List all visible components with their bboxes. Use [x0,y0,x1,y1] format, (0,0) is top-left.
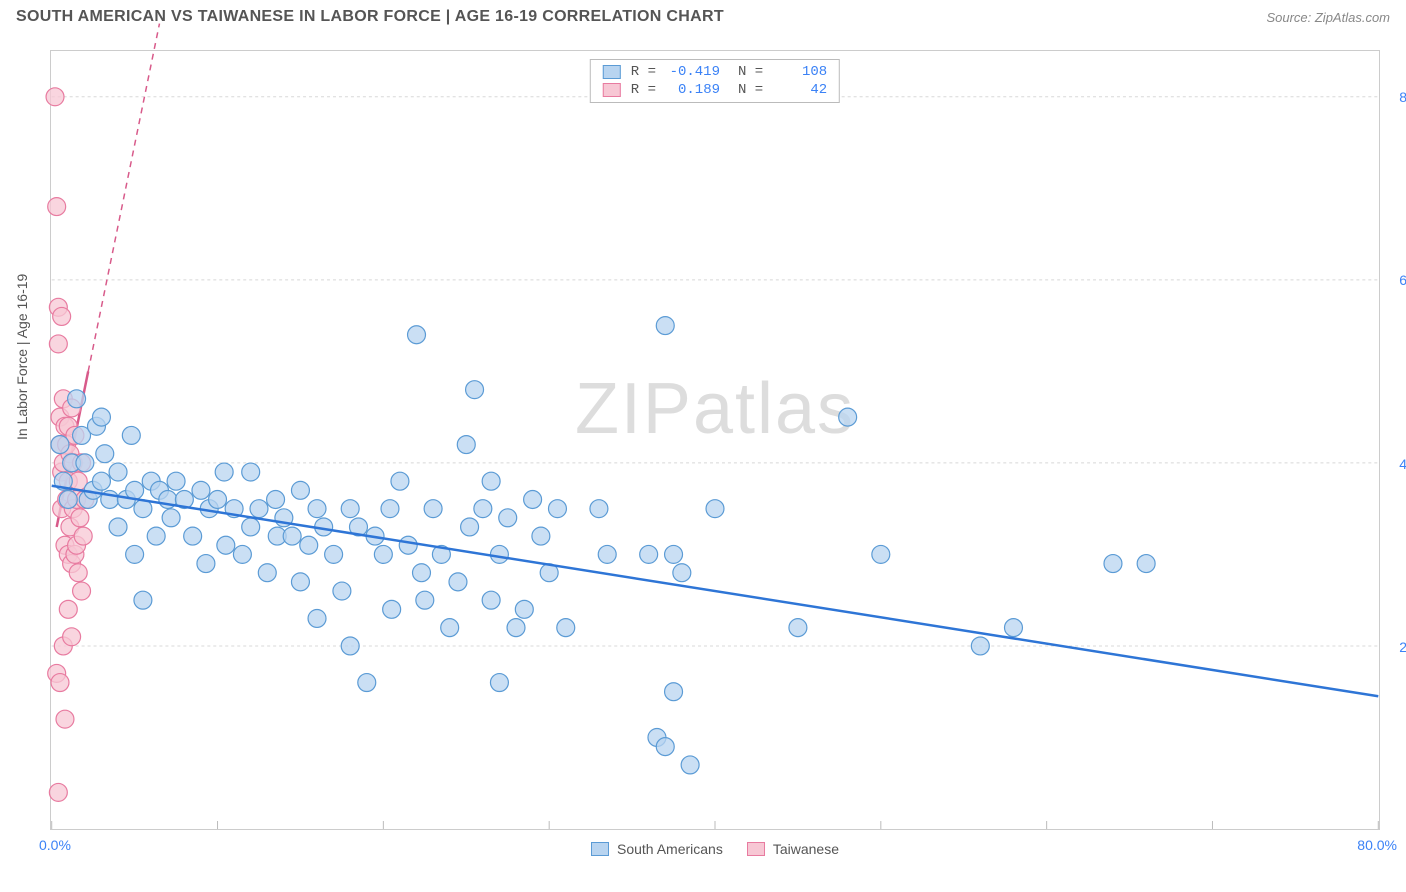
source-attribution: Source: ZipAtlas.com [1266,10,1390,25]
series-legend-pink: Taiwanese [747,841,839,857]
series-legend: South Americans Taiwanese [591,841,839,857]
legend-r-blue: -0.419 [666,64,720,80]
legend-row-pink: R = 0.189 N = 42 [603,81,827,99]
x-axis-max-label: 80.0% [1357,837,1397,853]
legend-n-label: N = [738,64,763,80]
correlation-legend: R = -0.419 N = 108 R = 0.189 N = 42 [590,59,840,103]
legend-n-pink: 42 [773,82,827,98]
swatch-pink [603,83,621,97]
y-tick-label: 60.0% [1399,272,1406,288]
scatter-plot-svg [51,51,1379,829]
chart-title: SOUTH AMERICAN VS TAIWANESE IN LABOR FOR… [16,8,724,26]
legend-r-label: R = [631,64,656,80]
series-name-pink: Taiwanese [773,841,839,857]
swatch-pink [747,842,765,856]
y-tick-label: 80.0% [1399,89,1406,105]
swatch-blue [591,842,609,856]
legend-r-label: R = [631,82,656,98]
chart-plot-area: ZIPatlas R = -0.419 N = 108 R = 0.189 N … [50,50,1380,830]
y-tick-label: 20.0% [1399,639,1406,655]
legend-n-label: N = [738,82,763,98]
legend-r-pink: 0.189 [666,82,720,98]
y-tick-label: 40.0% [1399,456,1406,472]
swatch-blue [603,65,621,79]
series-name-blue: South Americans [617,841,723,857]
y-axis-label: In Labor Force | Age 16-19 [14,274,30,440]
x-axis-min-label: 0.0% [39,837,71,853]
series-legend-blue: South Americans [591,841,723,857]
legend-row-blue: R = -0.419 N = 108 [603,63,827,81]
legend-n-blue: 108 [773,64,827,80]
